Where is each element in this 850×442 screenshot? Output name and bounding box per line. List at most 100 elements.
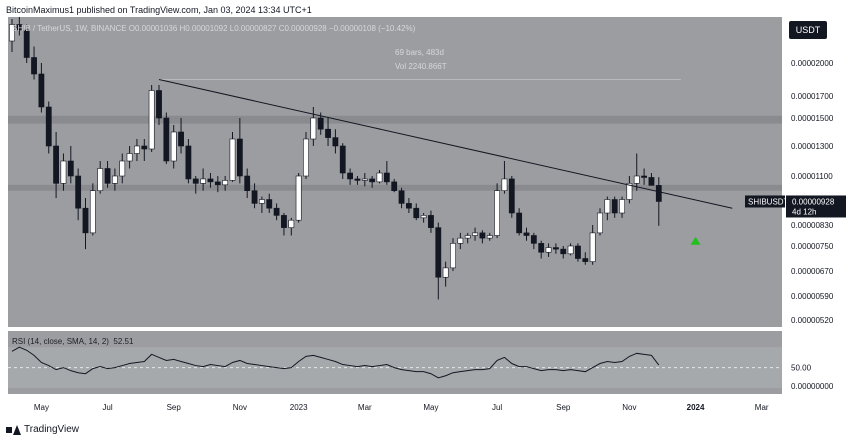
candle-body bbox=[281, 215, 287, 228]
candle-body bbox=[258, 199, 265, 204]
candle-body bbox=[31, 57, 37, 75]
x-tick-label: Mar bbox=[358, 403, 372, 412]
candle-body bbox=[82, 207, 89, 234]
candle-body bbox=[648, 177, 655, 186]
candle-body bbox=[604, 199, 611, 214]
candle-body bbox=[619, 199, 625, 214]
y-tick-label: 0.00001700 bbox=[791, 92, 834, 101]
symbol-tag-bg bbox=[745, 195, 785, 208]
candle-body bbox=[383, 172, 390, 183]
candle-body bbox=[391, 181, 398, 192]
rsi-line bbox=[11, 346, 660, 379]
candle-body bbox=[354, 178, 361, 181]
candle-body bbox=[170, 131, 177, 162]
candle-body bbox=[428, 215, 434, 228]
price-tag-value: 0.00000928 bbox=[792, 197, 835, 206]
x-tick-label: May bbox=[34, 403, 49, 412]
currency-button[interactable]: USDT bbox=[789, 21, 827, 39]
candle-body bbox=[38, 73, 45, 108]
candle-body bbox=[486, 235, 493, 239]
range-vol-label: Vol 2240.866T bbox=[395, 62, 447, 71]
candle-body bbox=[89, 190, 96, 234]
candle-body bbox=[325, 128, 331, 138]
candle-body bbox=[560, 248, 567, 255]
candle-body bbox=[200, 178, 206, 184]
candle-body bbox=[655, 185, 662, 202]
y-tick-label: 0.00002000 bbox=[791, 59, 834, 68]
candle-body bbox=[67, 160, 74, 177]
candle-body bbox=[501, 178, 508, 192]
candle-body bbox=[222, 180, 229, 186]
candle-body bbox=[229, 138, 236, 181]
candle-body bbox=[16, 24, 23, 31]
y-tick-label: 0.00001100 bbox=[791, 172, 833, 181]
descending-trendline bbox=[158, 79, 733, 209]
candle-body bbox=[97, 168, 104, 192]
candle-body bbox=[148, 90, 155, 150]
candle-body bbox=[633, 175, 640, 184]
candle-body bbox=[156, 90, 162, 119]
candle-body bbox=[589, 232, 596, 262]
candle-body bbox=[310, 117, 317, 140]
y-tick-label: 0.00000830 bbox=[791, 221, 834, 230]
candle-body bbox=[163, 117, 170, 162]
x-tick-label: Jul bbox=[102, 403, 112, 412]
price-tag-bg bbox=[786, 195, 846, 218]
candle-body bbox=[332, 137, 339, 147]
price-pane[interactable] bbox=[8, 17, 782, 327]
x-tick-label: Sep bbox=[556, 403, 571, 412]
candle-body bbox=[413, 207, 420, 219]
x-tick-label: May bbox=[423, 403, 438, 412]
y-tick-label: 0.00001500 bbox=[791, 114, 834, 123]
symbol-legend: SHIB / TetherUS, 1W, BINANCE O0.00001036… bbox=[12, 24, 416, 33]
candle-body bbox=[405, 203, 412, 209]
candle-body bbox=[611, 199, 618, 214]
x-tick-label: Mar bbox=[755, 403, 769, 412]
candle-body bbox=[457, 237, 464, 244]
range-bars-label: 69 bars, 483d bbox=[395, 48, 444, 57]
candle-body bbox=[207, 178, 214, 183]
candle-body bbox=[582, 258, 589, 262]
candle-body bbox=[214, 181, 221, 186]
candle-body bbox=[317, 117, 324, 130]
candle-body bbox=[575, 245, 581, 259]
price-tag-countdown: 4d 12h bbox=[792, 207, 816, 216]
candle-body bbox=[523, 232, 530, 236]
candle-body bbox=[339, 145, 346, 174]
candle-body bbox=[134, 145, 140, 154]
rsi-level-label: 50.00 bbox=[791, 364, 812, 373]
candle-body bbox=[435, 227, 442, 278]
candle-body bbox=[450, 243, 456, 269]
candle-body bbox=[508, 178, 515, 214]
y-tick-label: 0.00000670 bbox=[791, 267, 834, 276]
candle-body bbox=[9, 24, 15, 42]
candle-body bbox=[303, 138, 309, 177]
candle-body bbox=[236, 138, 243, 177]
bullish-arrow-icon bbox=[690, 236, 701, 245]
resistance-zone bbox=[8, 115, 782, 124]
candle-body bbox=[464, 235, 471, 239]
symbol-tag: SHIBUSDT bbox=[748, 197, 789, 206]
rsi-legend: RSI (14, close, SMA, 14, 2) 52.51 bbox=[12, 337, 134, 346]
candle-body bbox=[369, 178, 376, 183]
footer-brand-text: TradingView bbox=[24, 424, 80, 435]
candle-body bbox=[45, 106, 52, 147]
candle-body bbox=[567, 245, 574, 255]
candle-body bbox=[420, 215, 427, 219]
candle-body bbox=[192, 178, 199, 184]
publisher-header: BitcoinMaximus1 published on TradingView… bbox=[6, 5, 312, 15]
candle-body bbox=[75, 175, 82, 209]
candle-body bbox=[641, 175, 647, 178]
candle-body bbox=[266, 199, 273, 209]
candle-body bbox=[288, 219, 295, 228]
candle-body bbox=[361, 178, 368, 181]
candle-body bbox=[126, 153, 133, 162]
tradingview-logo-icon bbox=[6, 424, 21, 435]
candle-body bbox=[347, 172, 353, 180]
y-tick-label: 0.00000750 bbox=[791, 242, 834, 251]
x-tick-label: Nov bbox=[233, 403, 247, 412]
x-tick-label: 2024 bbox=[687, 403, 705, 412]
candle-body bbox=[185, 145, 192, 180]
candle-body bbox=[552, 247, 559, 250]
candle-body bbox=[53, 145, 59, 184]
